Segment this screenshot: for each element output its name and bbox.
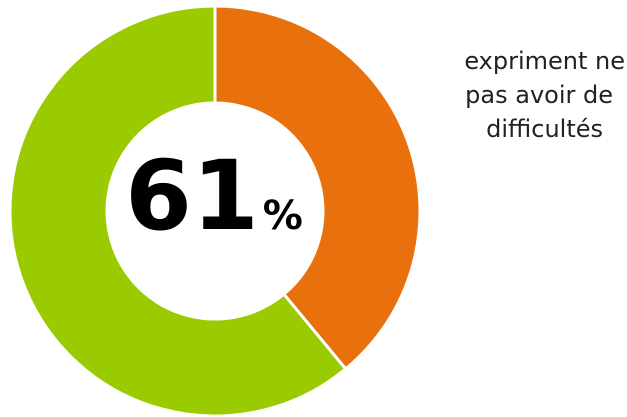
- donut-slice-orange: [213, 4, 422, 372]
- center-label: 61 %: [107, 148, 321, 268]
- center-value: 61: [125, 140, 259, 252]
- annotation-text: expriment ne pas avoir de difficultés: [395, 44, 625, 146]
- annotation-line-1: expriment ne: [464, 47, 625, 75]
- donut-slice-green: [8, 4, 348, 417]
- annotation-line-3: difficultés: [486, 115, 603, 143]
- donut-slices: [8, 4, 422, 417]
- annotation-line-2: pas avoir de: [465, 81, 613, 109]
- center-unit: %: [262, 193, 303, 239]
